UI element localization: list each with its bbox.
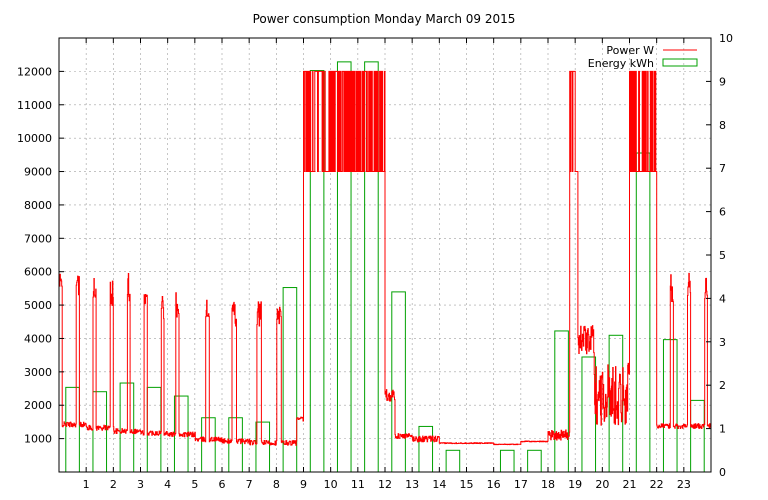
y-right-tick-label: 8 bbox=[719, 119, 726, 132]
x-axis-ticks: 1 2 3 4 5 6 7 8 9 10 11 12 13 14 15 16 17 18 19 20 21 22 23 bbox=[83, 38, 691, 491]
x-tick-label: 19 bbox=[568, 478, 582, 491]
y-right-tick-label: 10 bbox=[719, 32, 733, 45]
energy-bar bbox=[690, 399, 705, 473]
x-tick-label: 10 bbox=[324, 478, 338, 491]
y-right-tick-label: 9 bbox=[719, 75, 726, 88]
y-left-tick-label: 3000 bbox=[24, 366, 52, 379]
x-tick-label: 21 bbox=[623, 478, 637, 491]
energy-bar bbox=[146, 386, 162, 473]
y-right-tick-label: 6 bbox=[719, 206, 726, 219]
x-tick-label: 20 bbox=[595, 478, 609, 491]
energy-bar bbox=[581, 356, 597, 473]
y-right-tick-label: 7 bbox=[719, 162, 726, 175]
legend-swatch-energy bbox=[662, 58, 698, 67]
x-tick-label: 8 bbox=[273, 478, 280, 491]
x-tick-label: 18 bbox=[541, 478, 555, 491]
energy-bar bbox=[65, 386, 80, 473]
energy-bar bbox=[635, 152, 651, 473]
legend-label-power: Power W bbox=[606, 44, 654, 57]
y-right-tick-label: 4 bbox=[719, 292, 726, 305]
x-tick-label: 5 bbox=[191, 478, 198, 491]
energy-bar bbox=[255, 421, 271, 473]
x-tick-label: 13 bbox=[405, 478, 419, 491]
energy-bar bbox=[92, 391, 108, 473]
x-tick-label: 11 bbox=[351, 478, 365, 491]
x-tick-label: 9 bbox=[300, 478, 307, 491]
energy-bar bbox=[418, 425, 434, 473]
energy-bar bbox=[499, 449, 515, 473]
y-right-tick-label: 0 bbox=[719, 466, 726, 479]
x-tick-label: 7 bbox=[246, 478, 253, 491]
legend: Power W Energy kWh bbox=[588, 44, 698, 70]
y-left-tick-label: 1000 bbox=[24, 433, 52, 446]
y-left-tick-label: 11000 bbox=[17, 99, 52, 112]
energy-bar bbox=[391, 291, 406, 473]
x-tick-label: 1 bbox=[83, 478, 90, 491]
x-tick-label: 23 bbox=[677, 478, 691, 491]
energy-bar bbox=[445, 449, 461, 473]
power-line bbox=[59, 70, 712, 446]
x-tick-label: 16 bbox=[487, 478, 501, 491]
y-right-tick-label: 2 bbox=[719, 379, 726, 392]
x-tick-label: 3 bbox=[137, 478, 144, 491]
x-tick-label: 4 bbox=[164, 478, 171, 491]
x-tick-label: 6 bbox=[219, 478, 226, 491]
y-left-tick-label: 12000 bbox=[17, 65, 52, 78]
x-tick-label: 14 bbox=[432, 478, 446, 491]
chart-title: Power consumption Monday March 09 2015 bbox=[253, 12, 516, 26]
power-series bbox=[59, 70, 712, 446]
y-left-tick-label: 8000 bbox=[24, 199, 52, 212]
y-right-tick-label: 5 bbox=[719, 249, 726, 262]
x-tick-label: 15 bbox=[460, 478, 474, 491]
legend-label-energy: Energy kWh bbox=[588, 57, 654, 70]
energy-bar bbox=[554, 330, 569, 473]
x-tick-label: 17 bbox=[514, 478, 528, 491]
energy-bar bbox=[527, 449, 542, 473]
y-left-tick-label: 7000 bbox=[24, 232, 52, 245]
y-left-tick-label: 2000 bbox=[24, 399, 52, 412]
y-right-tick-label: 1 bbox=[719, 423, 726, 436]
energy-bar bbox=[201, 417, 216, 473]
y-left-tick-label: 9000 bbox=[24, 166, 52, 179]
y-left-tick-label: 10000 bbox=[17, 132, 52, 145]
left-y-axis-ticks: 1000 2000 3000 4000 5000 6000 7000 8000 9000 1000… bbox=[17, 65, 64, 446]
x-tick-label: 22 bbox=[650, 478, 664, 491]
x-tick-label: 12 bbox=[378, 478, 392, 491]
x-tick-label: 2 bbox=[110, 478, 117, 491]
y-left-tick-label: 6000 bbox=[24, 266, 52, 279]
y-right-tick-label: 3 bbox=[719, 336, 726, 349]
energy-bar bbox=[228, 417, 243, 473]
y-left-tick-label: 4000 bbox=[24, 332, 52, 345]
y-left-tick-label: 5000 bbox=[24, 299, 52, 312]
right-y-axis-ticks: 0 1 2 3 4 5 6 7 8 9 10 bbox=[706, 32, 733, 479]
